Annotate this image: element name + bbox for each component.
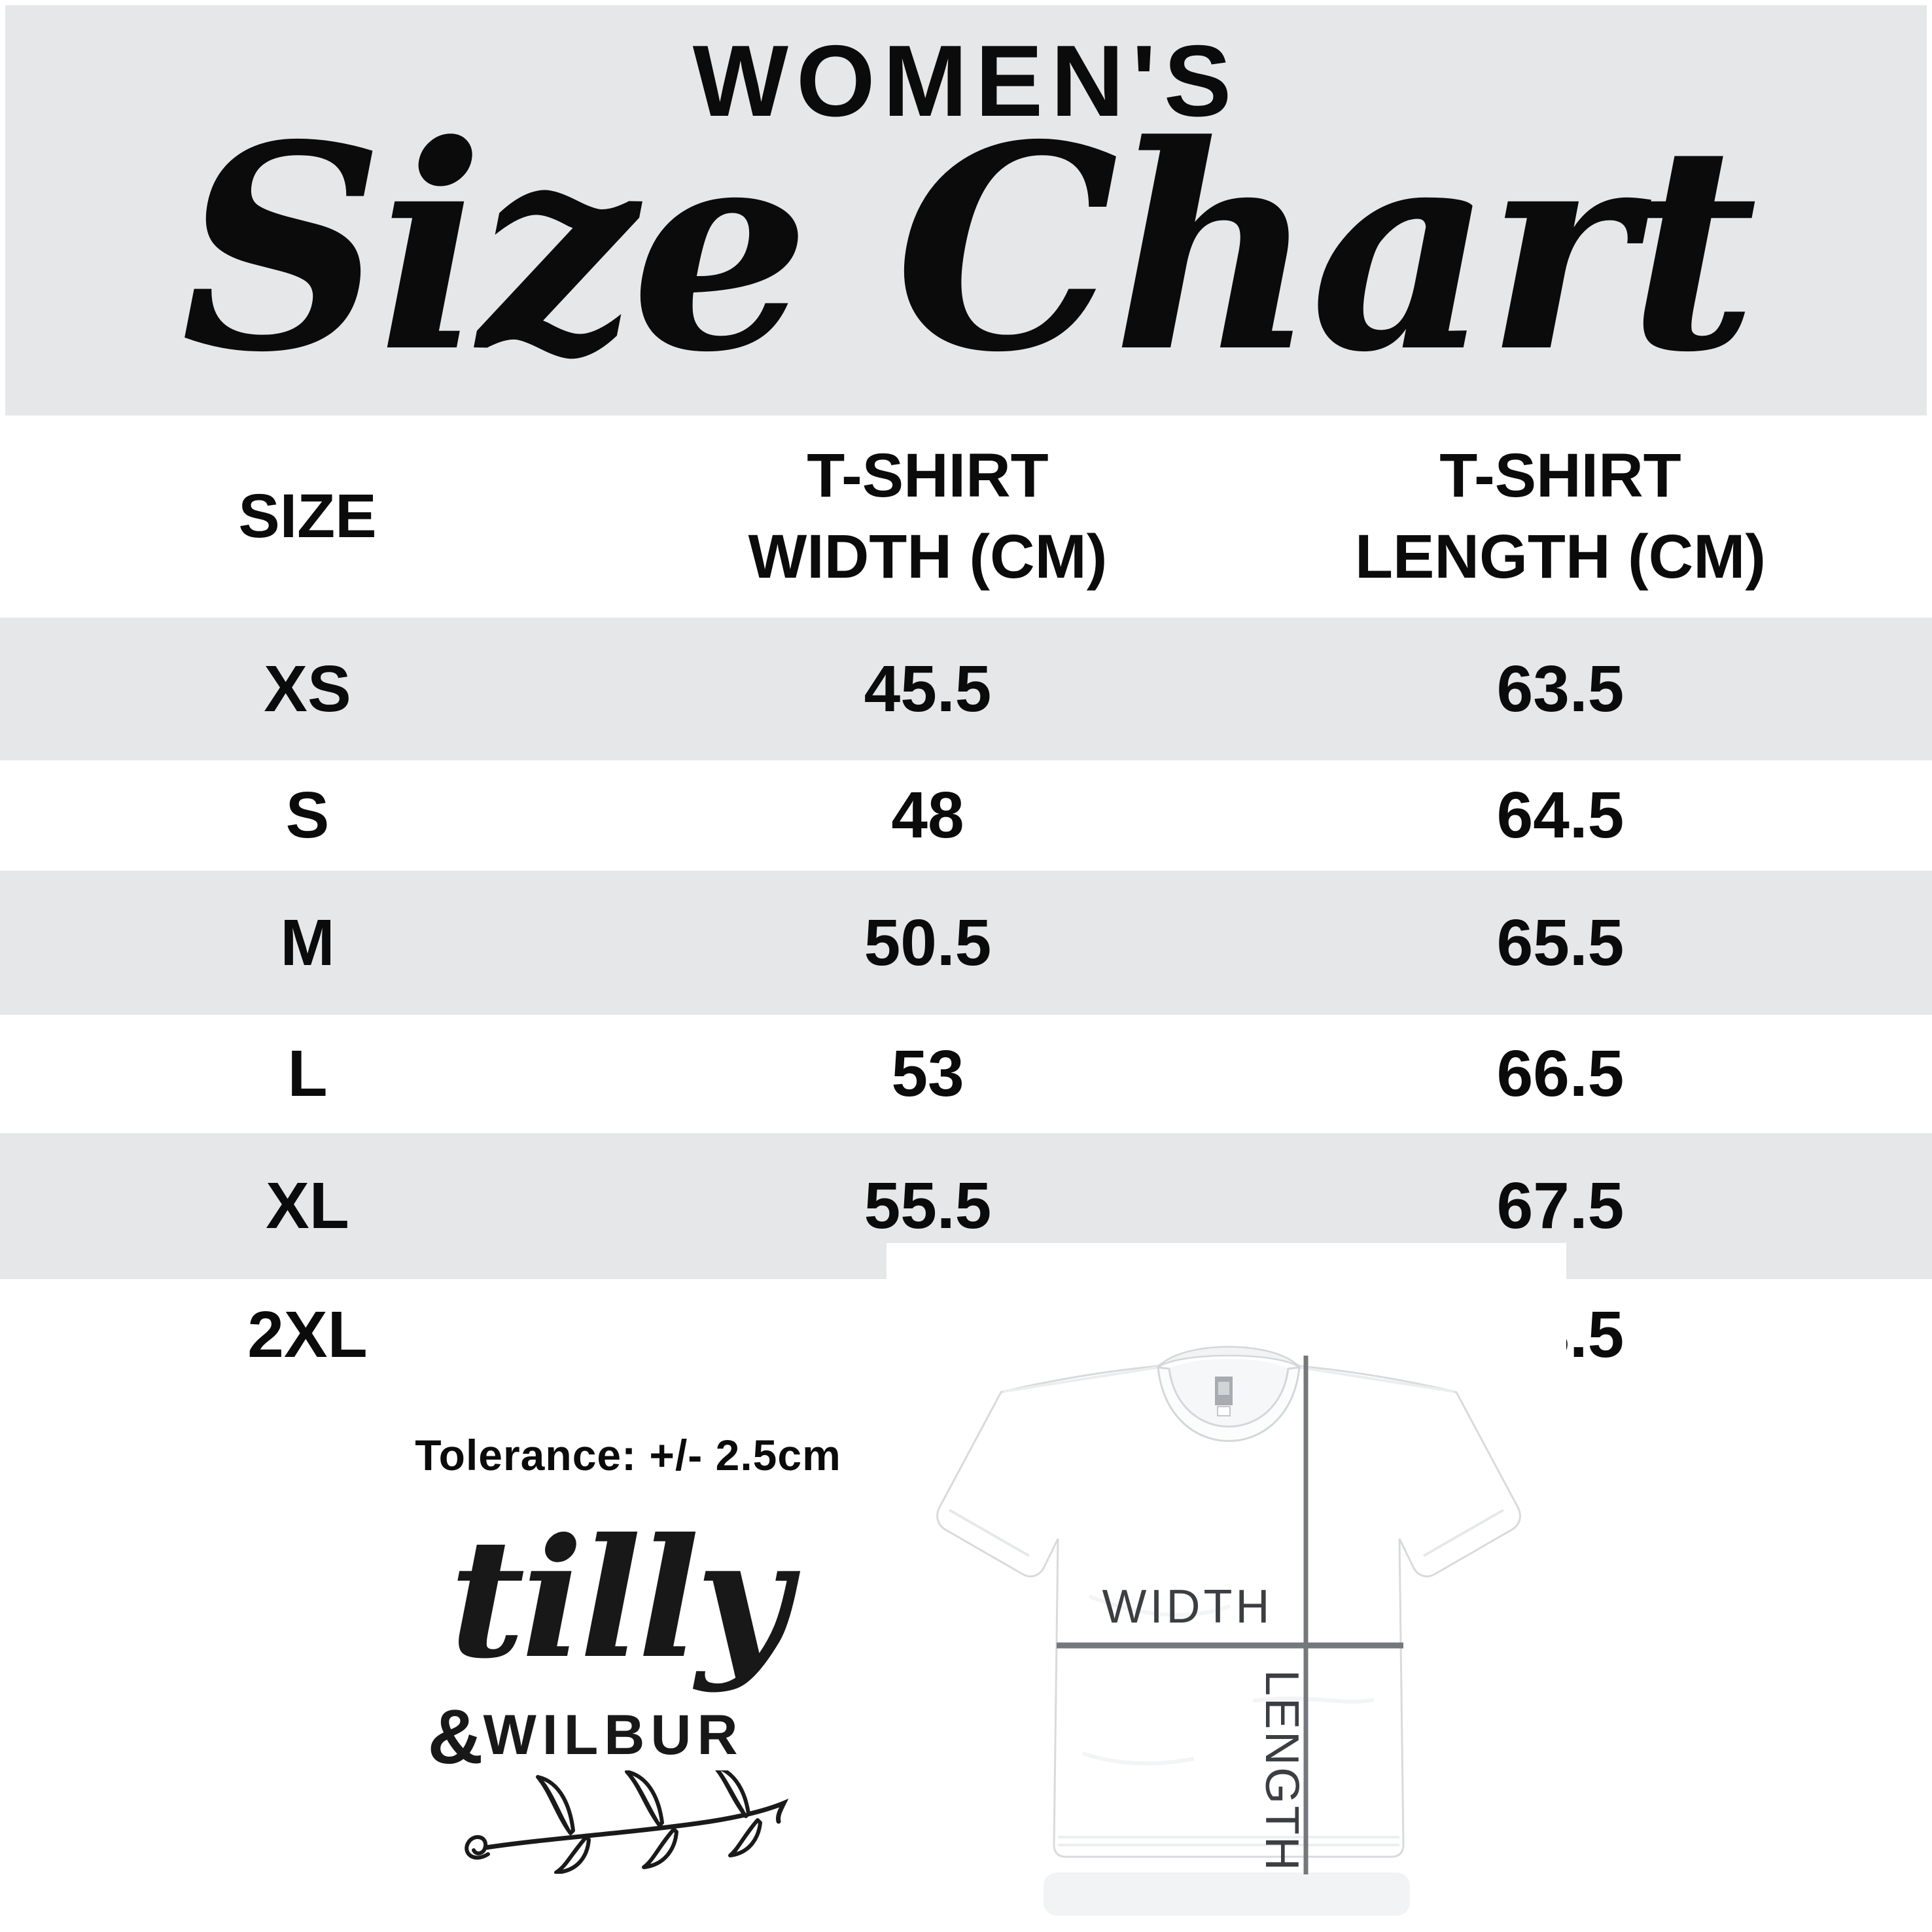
tshirt-photo: WIDTH LENGTH [887,1243,1566,1932]
table-row: L 53 66.5 [0,1015,1932,1133]
width-value: 45.5 [864,652,992,726]
collar-band [1157,1366,1301,1442]
hem-stitches [1058,1836,1399,1846]
neck-tag-logo [1218,1382,1229,1395]
length-label: LENGTH [1256,1670,1308,1872]
length-value: 66.5 [1496,1037,1625,1110]
table-row: S 48 64.5 [0,760,1932,871]
tshirt-diagram: WIDTH LENGTH [936,1346,1521,1916]
brand-script-name: tilly [449,1502,791,1695]
size-value: 2XL [247,1297,368,1371]
title-banner: WOMEN'S Size Chart [5,5,1927,415]
width-value: 55.5 [864,1169,992,1242]
header-width-line2: WIDTH (CM) [748,521,1108,591]
header-length: T-SHIRT LENGTH (CM) [1240,415,1880,618]
table-row: XS 45.5 63.5 [0,618,1932,760]
table-header-row: SIZE T-SHIRT WIDTH (CM) T-SHIRT LENGTH (… [0,415,1932,618]
sleeve-stitches [949,1509,1504,1557]
length-value: 65.5 [1496,905,1625,979]
size-value: L [287,1037,328,1110]
length-value: 67.5 [1496,1169,1625,1242]
neck-tag-size [1217,1406,1231,1416]
width-label: WIDTH [1102,1581,1273,1633]
header-length-line2: LENGTH (CM) [1355,521,1766,591]
hem-shadow [1044,1872,1410,1916]
header-size-label: SIZE [238,481,377,551]
header-length-line1: T-SHIRT [1439,441,1681,510]
length-value: 63.5 [1496,652,1625,726]
width-value: 53 [891,1037,964,1110]
branch-doodle-icon [465,1770,789,1874]
header-width: T-SHIRT WIDTH (CM) [615,415,1240,618]
size-value: S [285,779,330,852]
brand-caps-name: &WILBUR [386,1698,785,1776]
size-value: XL [266,1169,349,1242]
width-value: 50.5 [864,905,992,979]
header-size: SIZE [0,415,615,618]
width-value: 48 [891,779,964,852]
length-value: 64.5 [1496,779,1625,852]
brand-ampersand: & [427,1694,483,1780]
shoulder-seams [1002,1366,1455,1393]
page-title: Size Chart [181,84,1757,414]
size-value: XS [264,652,351,726]
brand-caps-text: WILBUR [483,1704,744,1766]
tolerance-note: Tolerance: +/- 2.5cm [415,1431,841,1479]
page-eyebrow: WOMEN'S [692,24,1240,137]
fabric-wrinkles [1082,1594,1375,1766]
header-width-line1: T-SHIRT [807,441,1049,510]
table-row: M 50.5 65.5 [0,871,1932,1015]
size-value: M [280,905,335,979]
collar-back [1157,1346,1300,1369]
